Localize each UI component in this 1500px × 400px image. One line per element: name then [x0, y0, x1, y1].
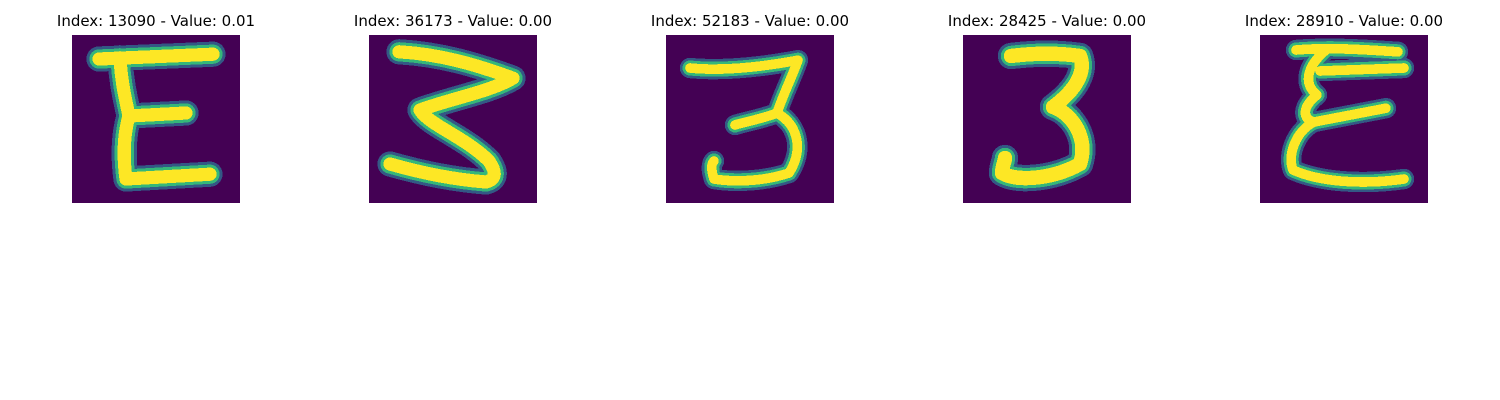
panel-2: Index: 36173 - Value: 0.00 — [323, 0, 583, 210]
panel-1: Index: 13090 - Value: 0.01 — [26, 0, 286, 210]
panel-title: Index: 36173 - Value: 0.00 — [353, 12, 553, 30]
panel-title: Index: 28425 - Value: 0.00 — [947, 12, 1147, 30]
panel-4: Index: 28425 - Value: 0.00 — [917, 0, 1177, 210]
digit-image — [1260, 35, 1428, 203]
panel-3: Index: 52183 - Value: 0.00 — [620, 0, 880, 210]
digit-image — [666, 35, 834, 203]
digit-image — [72, 35, 240, 203]
digit-image — [369, 35, 537, 203]
panel-title: Index: 28910 - Value: 0.00 — [1244, 12, 1444, 30]
digit-image — [963, 35, 1131, 203]
panel-title: Index: 13090 - Value: 0.01 — [56, 12, 256, 30]
panel-5: Index: 28910 - Value: 0.00 — [1214, 0, 1474, 210]
panel-title: Index: 52183 - Value: 0.00 — [650, 12, 850, 30]
